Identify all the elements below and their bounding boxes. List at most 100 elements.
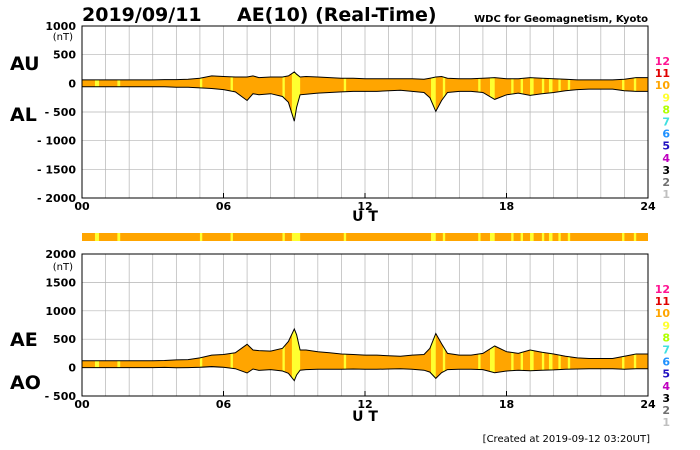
au-label: AU bbox=[10, 53, 40, 75]
panel1-y-tick-label: - 2000 bbox=[37, 192, 76, 205]
panel2-fill-highlight bbox=[622, 329, 625, 381]
panel1-x-tick-label: 06 bbox=[216, 200, 232, 213]
panel1-series-au bbox=[82, 71, 648, 81]
panel1-y-tick-label: 0 bbox=[68, 77, 76, 90]
panel2-level-label: 2 bbox=[662, 404, 670, 417]
panel2-level-label: 8 bbox=[662, 331, 670, 344]
panel2-fill-highlight bbox=[282, 329, 285, 381]
panel2-fill-highlight bbox=[230, 329, 233, 381]
panel2-fill-highlight bbox=[343, 329, 347, 381]
coverage-bar-segment bbox=[511, 233, 514, 241]
panel1-level-label: 12 bbox=[655, 55, 670, 68]
coverage-bar-segment bbox=[199, 233, 203, 241]
panel2-series-ae bbox=[82, 327, 648, 362]
panel2-fill-highlight bbox=[431, 329, 436, 381]
coverage-bar-segment bbox=[230, 233, 233, 241]
panel2-unit-label: (nT) bbox=[53, 262, 73, 273]
panel2-fill-highlight bbox=[117, 329, 121, 381]
panel2-x-tick-label: 18 bbox=[499, 398, 514, 411]
coverage-bar-segment bbox=[343, 233, 347, 241]
panel1-fill-highlight bbox=[282, 71, 285, 122]
coverage-bar-segment bbox=[117, 233, 121, 241]
panel2-x-axis-label: U T bbox=[352, 409, 378, 425]
panel2-fill-highlight bbox=[489, 329, 495, 381]
panel2-fill-highlight bbox=[94, 329, 99, 381]
panel2-level-label: 5 bbox=[662, 368, 670, 381]
panel2-level-label: 4 bbox=[662, 380, 670, 393]
panel2-fill-highlight bbox=[291, 329, 301, 381]
coverage-bar-segment bbox=[489, 233, 495, 241]
ao-label: AO bbox=[10, 372, 41, 394]
panel1-fill-highlight bbox=[489, 71, 495, 122]
panel1-y-tick-label: - 1500 bbox=[37, 163, 76, 176]
panel2-level-label: 9 bbox=[662, 319, 670, 332]
panel2-fill-highlight bbox=[567, 329, 571, 381]
coverage-bar-segment bbox=[558, 233, 561, 241]
panel2-fill-highlight bbox=[548, 329, 553, 381]
panel2-y-tick-label: 500 bbox=[53, 333, 76, 346]
panel2-y-tick-label: 1000 bbox=[45, 305, 76, 318]
al-label: AL bbox=[10, 104, 37, 126]
coverage-bar-segment bbox=[520, 233, 524, 241]
panel1-level-label: 8 bbox=[662, 103, 670, 116]
panel2-level-label: 1 bbox=[662, 416, 670, 429]
panel1-y-tick-label: - 1000 bbox=[37, 135, 76, 148]
panel1-x-tick-label: 00 bbox=[74, 200, 90, 213]
panel2-x-tick-label: 06 bbox=[216, 398, 232, 411]
panel2-y-tick-label: 2000 bbox=[45, 248, 76, 261]
panel2-x-tick-label: 24 bbox=[640, 398, 656, 411]
panel2-fill-highlight bbox=[478, 329, 481, 381]
panel1-level-label: 2 bbox=[662, 176, 670, 189]
panel1-level-label: 3 bbox=[662, 164, 670, 177]
coverage-bar-segment bbox=[94, 233, 99, 241]
chart-title: AE(10) (Real-Time) bbox=[237, 4, 437, 26]
coverage-bar-segment bbox=[282, 233, 285, 241]
organization-label: WDC for Geomagnetism, Kyoto bbox=[474, 14, 648, 25]
panel1-x-tick-label: 18 bbox=[499, 200, 514, 213]
panel1-level-label: 4 bbox=[662, 152, 670, 165]
panel1-y-tick-label: 1000 bbox=[45, 20, 76, 33]
panel2-series-ao bbox=[82, 365, 648, 382]
panel2-fill-highlight bbox=[520, 329, 524, 381]
coverage-bar-base bbox=[82, 233, 648, 241]
panel1-series-al bbox=[82, 86, 648, 122]
panel1-x-tick-label: 12 bbox=[357, 200, 372, 213]
panel2-fill-highlight bbox=[633, 329, 637, 381]
panel2-fill-highlight bbox=[558, 329, 561, 381]
panel2-level-label: 3 bbox=[662, 392, 670, 405]
panel2-level-label: 11 bbox=[655, 295, 670, 308]
coverage-bar-segment bbox=[442, 233, 446, 241]
panel1-level-label: 1 bbox=[662, 188, 670, 201]
panel1-level-label: 5 bbox=[662, 140, 670, 153]
coverage-bar-segment bbox=[478, 233, 481, 241]
coverage-bar-segment bbox=[530, 233, 534, 241]
panel1-y-tick-label: 500 bbox=[53, 49, 76, 62]
panel1-y-tick-label: - 500 bbox=[45, 106, 77, 119]
panel2-level-label: 7 bbox=[662, 344, 670, 357]
panel1-fill-highlight bbox=[291, 71, 301, 122]
panel1-level-label: 11 bbox=[655, 67, 670, 80]
station-coverage-bar bbox=[82, 233, 648, 241]
panel2-x-tick-label: 00 bbox=[74, 398, 90, 411]
coverage-bar-segment bbox=[567, 233, 571, 241]
ae-label: AE bbox=[10, 329, 38, 351]
coverage-bar-segment bbox=[291, 233, 301, 241]
chart-date: 2019/09/11 bbox=[82, 4, 202, 26]
created-timestamp: [Created at 2019-09-12 03:20UT] bbox=[483, 434, 650, 445]
panel1-unit-label: (nT) bbox=[53, 32, 73, 43]
panel2-y-tick-label: - 500 bbox=[45, 390, 77, 403]
panel2-level-label: 10 bbox=[655, 307, 671, 320]
panel2-fill-highlight bbox=[199, 329, 203, 381]
coverage-bar-segment bbox=[431, 233, 436, 241]
panel2-fill-highlight bbox=[541, 329, 545, 381]
coverage-bar-segment bbox=[541, 233, 545, 241]
panel2-x-tick-label: 12 bbox=[357, 398, 372, 411]
panel1-level-label: 10 bbox=[655, 79, 671, 92]
panel1-level-label: 7 bbox=[662, 116, 670, 129]
panel1-x-axis-label: U T bbox=[352, 209, 378, 225]
panel2-y-tick-label: 1500 bbox=[45, 276, 76, 289]
coverage-bar-segment bbox=[622, 233, 625, 241]
